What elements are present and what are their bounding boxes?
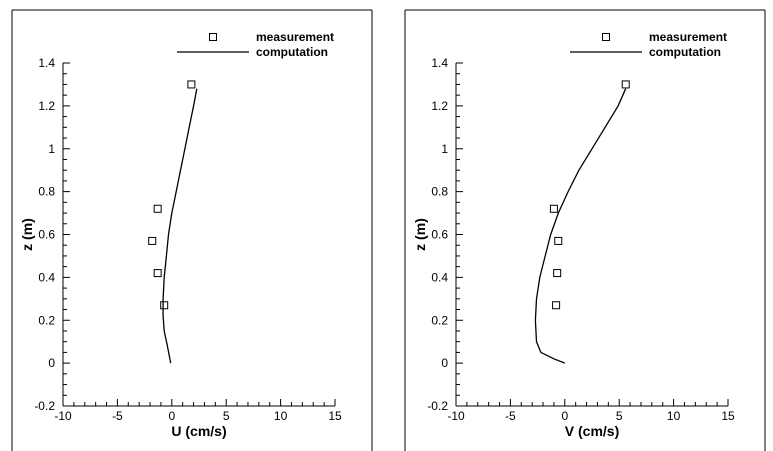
y-tick-label: 1.2: [38, 99, 55, 113]
measurement-point: [148, 236, 157, 245]
y-tick-label: 0.4: [38, 270, 55, 284]
y-axis-label: z (m): [19, 218, 35, 251]
u-profile-chart: -10 -5 0 5 10 15 -0.2 0 0.2 0.4 0.6 0.8 1 1.2 1.4 U (cm…: [11, 9, 373, 451]
measurement-point: [160, 301, 169, 310]
y-tick-label: 0.8: [38, 185, 55, 199]
legend-measurement-label: measurement: [649, 30, 727, 44]
measurement-point: [153, 269, 162, 278]
chart-panel-v: -10 -5 0 5 10 15 -0.2 0 0.2 0.4 0.6 0.8 1 1.2 1.4 V (cm…: [393, 0, 773, 451]
measurement-point: [187, 80, 196, 89]
y-tick-label: 0.2: [38, 313, 55, 327]
x-tick-label: -10: [447, 409, 465, 423]
legend-measurement-label: measurement: [256, 30, 334, 44]
y-tick-label: 0: [441, 356, 448, 370]
legend-computation-label: computation: [649, 45, 721, 59]
measurement-point: [554, 236, 563, 245]
computation-line: [534, 88, 627, 364]
x-tick-label: 15: [721, 409, 735, 423]
y-tick-label: 0.6: [431, 228, 448, 242]
y-tick-label: 1: [48, 142, 55, 156]
measurement-point: [621, 80, 630, 89]
x-tick-label: -10: [54, 409, 72, 423]
x-axis-label: U (cm/s): [171, 423, 226, 439]
x-axis-label: V (cm/s): [565, 423, 619, 439]
y-tick-label: 0.2: [431, 313, 448, 327]
y-axis-label: z (m): [412, 218, 428, 251]
y-tick-label: 0.8: [431, 185, 448, 199]
x-tick-label: 10: [667, 409, 681, 423]
measurement-point: [553, 269, 562, 278]
x-tick-label: 5: [223, 409, 230, 423]
legend-computation-label: computation: [256, 45, 328, 59]
y-tick-label: 1.2: [431, 99, 448, 113]
x-tick-label: 0: [561, 409, 568, 423]
measurement-point: [153, 204, 162, 213]
y-tick-label: 0: [48, 356, 55, 370]
chart-panel-u: -10 -5 0 5 10 15 -0.2 0 0.2 0.4 0.6 0.8 1 1.2 1.4 U (cm…: [0, 0, 380, 451]
x-tick-label: 15: [328, 409, 342, 423]
y-tick-label: -0.2: [427, 399, 448, 413]
measurement-point: [549, 204, 558, 213]
legend-measurement-marker: [602, 33, 610, 41]
computation-line: [162, 88, 198, 364]
measurement-point: [552, 301, 561, 310]
x-tick-label: -5: [112, 409, 123, 423]
y-tick-label: 0.4: [431, 270, 448, 284]
x-tick-label: -5: [505, 409, 516, 423]
y-tick-label: 1.4: [38, 56, 55, 70]
y-tick-label: -0.2: [34, 399, 55, 413]
x-tick-label: 0: [168, 409, 175, 423]
x-tick-label: 5: [616, 409, 623, 423]
y-tick-label: 1: [441, 142, 448, 156]
y-tick-label: 0.6: [38, 228, 55, 242]
x-tick-label: 10: [274, 409, 288, 423]
y-tick-label: 1.4: [431, 56, 448, 70]
legend-measurement-marker: [209, 33, 217, 41]
v-profile-chart: -10 -5 0 5 10 15 -0.2 0 0.2 0.4 0.6 0.8 1 1.2 1.4 V (cm…: [404, 9, 766, 451]
